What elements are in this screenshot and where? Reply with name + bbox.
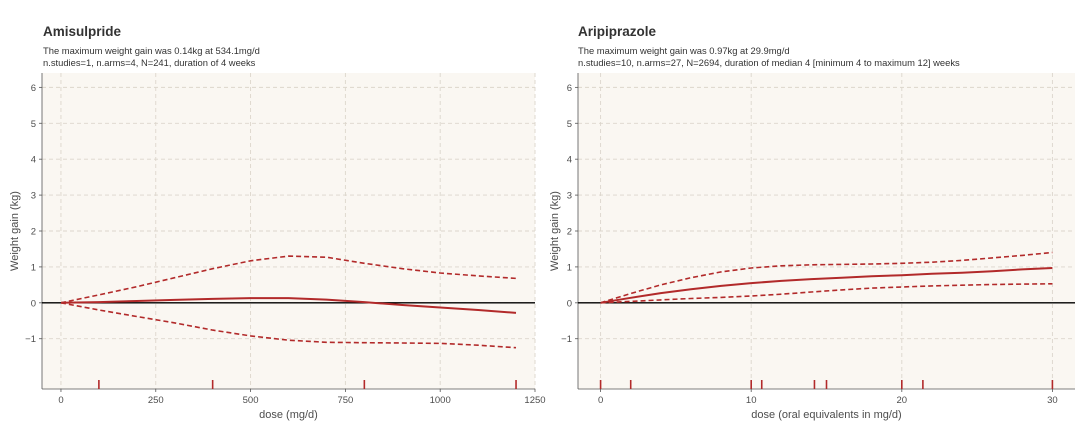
chart-title: Aripiprazole (578, 24, 657, 39)
x-tick-label: 500 (243, 395, 259, 406)
y-tick-label: −1 (25, 334, 36, 345)
chart-subtitle-studies: n.studies=1, n.arms=4, N=241, duration o… (43, 57, 256, 68)
x-axis-title: dose (oral equivalents in mg/d) (751, 409, 901, 421)
y-tick-label: 6 (567, 83, 572, 94)
y-tick-label: 1 (567, 262, 572, 273)
estimate-line (600, 267, 1053, 304)
chart-title: Amisulpride (43, 24, 122, 39)
y-tick-label: 5 (567, 119, 572, 130)
chart-subtitle-max-gain: The maximum weight gain was 0.14kg at 53… (43, 45, 260, 56)
x-tick-label: 0 (58, 395, 63, 406)
y-tick-label: 1 (31, 262, 36, 273)
x-tick-label: 750 (337, 395, 353, 406)
x-axis-title: dose (mg/d) (259, 409, 318, 421)
x-tick-label: 30 (1047, 395, 1058, 406)
y-tick-label: 5 (31, 119, 36, 130)
estimate-line (60, 297, 517, 314)
chart-panel-amisulpride: Amisulpride The maximum weight gain was … (9, 24, 546, 421)
x-tick-label: 10 (746, 395, 757, 406)
y-tick-label: 4 (567, 155, 572, 166)
y-tick-label: 2 (31, 227, 36, 238)
y-tick-label: 2 (567, 227, 572, 238)
chart-subtitle-max-gain: The maximum weight gain was 0.97kg at 29… (578, 45, 790, 56)
y-tick-label: 4 (31, 155, 36, 166)
x-tick-label: 250 (148, 395, 164, 406)
y-tick-label: 0 (567, 298, 572, 309)
y-axis-title: Weight gain (kg) (549, 191, 561, 271)
y-tick-label: 3 (567, 191, 572, 202)
x-tick-label: 1250 (524, 395, 545, 406)
chart-panel-aripiprazole: Aripiprazole The maximum weight gain was… (540, 0, 1080, 427)
x-tick-label: 20 (897, 395, 908, 406)
chart-plot-amisulpride: −1 0 1 2 3 4 5 6 0 250 500 750 1000 1250 dose (mg/d) We… (9, 73, 546, 421)
chart-plot-aripiprazole: −1 0 1 2 3 4 5 6 0 10 20 30 dose (oral equivalents i… (549, 73, 1075, 421)
y-tick-label: 3 (31, 191, 36, 202)
y-axis-title: Weight gain (kg) (9, 191, 21, 271)
x-tick-label: 0 (598, 395, 603, 406)
x-tick-label: 1000 (430, 395, 451, 406)
y-tick-label: −1 (561, 334, 572, 345)
confidence-bound-line-1 (600, 251, 1053, 304)
y-tick-label: 6 (31, 83, 36, 94)
y-tick-label: 0 (31, 298, 36, 309)
confidence-bound-line-2 (600, 283, 1053, 304)
confidence-bound-line-1 (60, 255, 517, 304)
chart-subtitle-studies: n.studies=10, n.arms=27, N=2694, duratio… (578, 57, 960, 68)
